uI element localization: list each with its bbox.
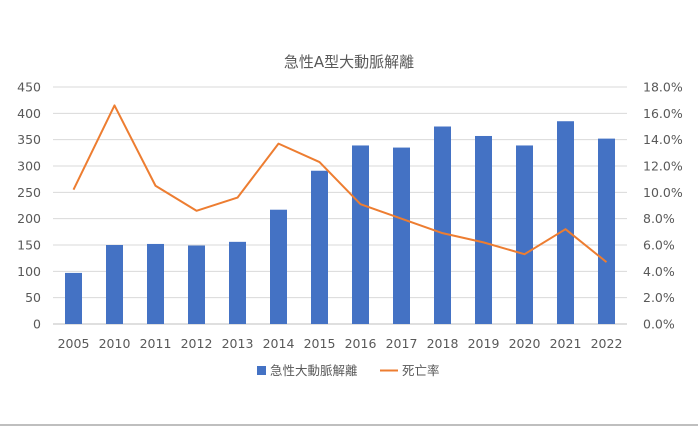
bottom-border <box>0 424 698 426</box>
gridlines <box>53 86 627 325</box>
bar <box>229 241 246 324</box>
bar <box>65 272 82 324</box>
right-axis-ticks: 0.0% 2.0% 4.0% 6.0% 8.0% 10.0% 12.0% 14.0% 16.0%… <box>643 80 683 332</box>
right-tick-label: 0.0% <box>643 317 675 332</box>
legend-line-label: 死亡率 <box>402 363 440 378</box>
left-tick-label: 350 <box>17 132 41 147</box>
right-tick-label: 10.0% <box>643 185 683 200</box>
right-tick-label: 2.0% <box>643 290 675 305</box>
x-tick-label: 2011 <box>140 336 172 351</box>
bar <box>188 245 205 324</box>
bar <box>311 170 328 324</box>
left-tick-label: 250 <box>17 185 41 200</box>
legend: 急性大動脈解離 死亡率 <box>257 363 440 378</box>
left-tick-label: 150 <box>17 238 41 253</box>
bar <box>475 135 492 324</box>
bar <box>352 145 369 324</box>
bar <box>106 245 123 324</box>
line-series <box>72 104 608 263</box>
left-tick-label: 50 <box>25 290 41 305</box>
right-tick-label: 8.0% <box>643 211 675 226</box>
chart-title: 急性A型大動脈解離 <box>284 53 414 71</box>
bar <box>598 138 615 324</box>
right-tick-label: 4.0% <box>643 264 675 279</box>
right-tick-label: 16.0% <box>643 106 683 121</box>
x-tick-label: 2010 <box>99 336 131 351</box>
line-path <box>72 104 608 263</box>
x-tick-label: 2005 <box>58 336 90 351</box>
bar-series <box>65 121 615 324</box>
left-tick-label: 100 <box>17 264 41 279</box>
right-tick-label: 12.0% <box>643 159 683 174</box>
right-tick-label: 14.0% <box>643 132 683 147</box>
left-tick-label: 200 <box>17 211 41 226</box>
right-tick-label: 18.0% <box>643 80 683 95</box>
legend-bar-swatch <box>257 366 266 375</box>
x-tick-label: 2013 <box>222 336 254 351</box>
bar <box>557 121 574 324</box>
x-tick-label: 2020 <box>509 336 541 351</box>
x-tick-label: 2019 <box>468 336 500 351</box>
x-tick-label: 2014 <box>263 336 295 351</box>
left-tick-label: 450 <box>17 80 41 95</box>
x-tick-label: 2012 <box>181 336 213 351</box>
bar <box>516 145 533 324</box>
legend-bar-label: 急性大動脈解離 <box>270 363 358 378</box>
bar <box>147 243 164 324</box>
bar <box>270 209 287 324</box>
x-tick-label: 2022 <box>591 336 623 351</box>
left-tick-label: 400 <box>17 106 41 121</box>
left-tick-label: 300 <box>17 159 41 174</box>
x-tick-label: 2017 <box>386 336 418 351</box>
bar <box>393 147 410 324</box>
x-tick-label: 2016 <box>345 336 377 351</box>
x-tick-label: 2015 <box>304 336 336 351</box>
x-tick-label: 2021 <box>550 336 582 351</box>
left-axis-ticks: 0 50 100 150 200 250 300 350 400 450 <box>17 80 41 332</box>
x-axis-ticks: 2005 2010 2011 2012 2013 2014 2015 2016 2017 2018… <box>58 336 623 351</box>
bar <box>434 126 451 324</box>
left-tick-label: 0 <box>33 317 41 332</box>
x-tick-label: 2018 <box>427 336 459 351</box>
right-tick-label: 6.0% <box>643 238 675 253</box>
